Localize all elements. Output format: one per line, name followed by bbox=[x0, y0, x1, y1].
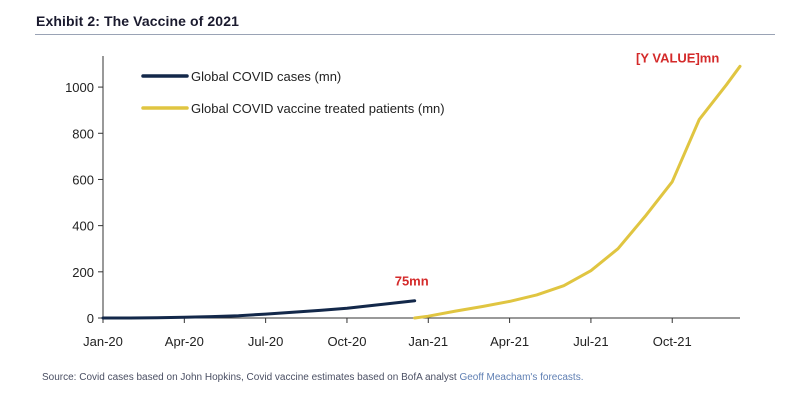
x-axis: Jan-20 Apr-20 Jul-20 Oct-20 Jan-21 Apr-21 Jul-… bbox=[83, 317, 740, 349]
x-tick-label: Jul-20 bbox=[248, 334, 283, 349]
y-tick-label: 1000 bbox=[65, 80, 94, 95]
series-line-1 bbox=[413, 64, 742, 320]
source-link[interactable]: Geoff Meacham's forecasts. bbox=[459, 372, 584, 383]
end-label-0: 75mn bbox=[395, 274, 429, 289]
y-tick-label: 800 bbox=[72, 126, 94, 141]
source-note: Source: Covid cases based on John Hopkin… bbox=[42, 372, 583, 383]
y-tick-label: 0 bbox=[87, 311, 94, 326]
legend-label-0: Global COVID cases (mn) bbox=[191, 69, 341, 84]
source-text: Source: Covid cases based on John Hopkin… bbox=[42, 372, 460, 383]
x-tick-label: Jul-21 bbox=[573, 334, 608, 349]
x-tick-label: Apr-20 bbox=[165, 334, 204, 349]
x-tick-label: Oct-20 bbox=[327, 334, 366, 349]
series-line-0 bbox=[101, 299, 417, 320]
x-tick-label: Oct-21 bbox=[653, 334, 692, 349]
x-tick-label: Jan-20 bbox=[83, 334, 123, 349]
x-ticks: Jan-20 Apr-20 Jul-20 Oct-20 Jan-21 Apr-21 Jul-… bbox=[83, 318, 692, 349]
legend-label-1: Global COVID vaccine treated patients (m… bbox=[191, 101, 445, 116]
exhibit-title: Exhibit 2: The Vaccine of 2021 bbox=[36, 13, 239, 29]
y-tick-label: 600 bbox=[72, 172, 94, 187]
series-layer bbox=[101, 64, 742, 320]
y-tick-label: 400 bbox=[72, 219, 94, 234]
y-axis: 0 200 400 600 800 1000 bbox=[65, 56, 104, 326]
legend: Global COVID cases (mn) Global COVID vacc… bbox=[141, 69, 445, 116]
title-divider bbox=[35, 34, 775, 35]
y-ticks: 0 200 400 600 800 1000 bbox=[65, 80, 103, 326]
x-tick-label: Jan-21 bbox=[408, 334, 448, 349]
end-labels: 75mn [Y VALUE]mn bbox=[395, 50, 720, 288]
x-tick-label: Apr-21 bbox=[490, 334, 529, 349]
y-tick-label: 200 bbox=[72, 265, 94, 280]
end-label-1: [Y VALUE]mn bbox=[636, 50, 719, 65]
